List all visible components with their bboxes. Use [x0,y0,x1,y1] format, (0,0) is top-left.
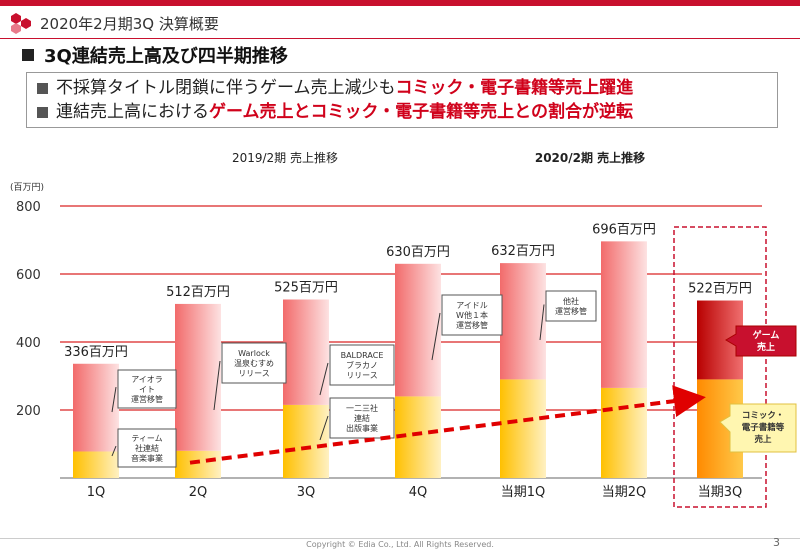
annotation-box [117,428,177,468]
annotation-text: 温泉むすめ [234,358,274,368]
total-label: 696百万円 [592,222,656,237]
header-divider [0,38,800,39]
annotation-text: 一二三社 [346,403,378,413]
bar-game-5 [500,263,546,380]
y-tick-label: 800 [16,200,41,215]
summary-line-1: 不採算タイトル閉鎖に伴うゲーム売上減少も コミック・電子書籍等売上躍進 [37,76,767,100]
annotation-text: アイドル [456,301,488,310]
bar-game-3 [283,299,329,405]
header: 2020年2月期3Q 決算概要 [10,10,219,36]
x-tick-label: 当期3Q [698,485,743,500]
total-label: 632百万円 [491,244,555,259]
bar-game-1 [73,363,119,452]
annotation-text: 出版事業 [346,423,378,433]
annotation-text: リリース [346,371,378,380]
annotation-box [117,369,177,409]
y-axis-label: (百万円) [10,182,44,193]
top-accent-bar [0,0,800,6]
x-tick-label: 4Q [409,485,428,500]
x-tick-label: 2Q [189,485,208,500]
summary-line-2-text: 連結売上高における [56,102,209,122]
legend-callout-game-text: ゲーム [753,329,780,341]
footer-copyright: Copyright © Edia Co., Ltd. All Rights Re… [306,540,494,549]
legend-callout-comic-text: コミック・ [742,410,784,421]
bar-comic-2 [175,450,221,478]
bar-comic-3 [283,404,329,478]
annotation-leader [431,312,441,361]
legend-callout-game-text: 売上 [757,341,775,353]
header-title: 2020年2月期3Q 決算概要 [40,14,219,33]
annotation-text: Warlock [238,349,270,358]
legend-callout-game: ゲーム売上 [725,325,797,357]
bar-game-4 [395,263,441,397]
y-tick-label: 600 [16,268,41,283]
annotation-text: ブラカノ [346,360,378,370]
square-bullet-icon [37,82,48,94]
legend-callout-comic: コミック・電子書籍等売上 [719,403,797,453]
section-title-text: 3Q連結売上高及び四半期推移 [44,46,288,67]
section-title: 3Q連結売上高及び四半期推移 [22,42,288,68]
annotation-text: イト [139,385,155,394]
annotation-text: 運営移管 [555,306,587,316]
x-tick-label: 当期1Q [501,485,546,500]
annotation-text: 社連結 [135,443,159,453]
annotation-leader [319,362,329,396]
annotation-text: ティーム [131,434,162,443]
bar-comic-5 [500,379,546,478]
bar-comic-6 [601,387,647,478]
summary-line-2: 連結売上高における ゲーム売上とコミック・電子書籍等売上との割合が逆転 [37,100,767,124]
total-label: 336百万円 [64,345,128,360]
x-tick-label: 1Q [87,485,106,500]
edia-logo-icon [11,13,31,34]
annotation-box [329,344,395,386]
annotation-text: W他１本 [456,310,488,320]
y-tick-label: 200 [16,404,41,419]
period-label: 2020/2期 売上推移 [535,150,645,165]
annotation-box [329,397,395,439]
annotation-leader [539,304,545,341]
annotation-leader [111,387,117,413]
annotation-leader [213,360,221,411]
summary-box: 不採算タイトル閉鎖に伴うゲーム売上減少も コミック・電子書籍等売上躍進 連結売上… [26,72,778,128]
section-bullet-icon [22,49,34,61]
total-label: 525百万円 [274,281,338,296]
annotation-leader [111,445,117,457]
current-quarter-highlight [673,226,767,508]
annotation-text: 他社 [563,296,579,306]
legend-callout-comic-text: 売上 [753,434,772,445]
annotation-box [441,294,503,336]
trend-arrow [189,385,706,465]
summary-line-1-text: 不採算タイトル閉鎖に伴うゲーム売上減少も [56,78,396,98]
annotation-text: アイオラ [131,375,163,384]
legend-callout-comic-text: 電子書籍等 [742,422,785,433]
bar-game-2 [175,303,221,451]
total-label: 522百万円 [688,282,752,297]
square-bullet-icon [37,106,48,118]
annotation-text: 連結 [354,413,370,423]
legend-callout-game-shape [725,325,797,357]
annotation-text: 運営移管 [131,394,163,404]
legend-callout-comic-shape [719,403,797,453]
annotation-text: BALDRACE [341,351,384,360]
total-label: 630百万円 [386,245,450,260]
x-tick-label: 当期2Q [602,485,647,500]
page-number: 3 [773,536,780,549]
bar-game-6 [601,241,647,388]
total-label: 512百万円 [166,285,230,300]
annotation-leader [319,415,329,441]
annotation-text: リリース [238,369,270,378]
annotation-text: 音楽事業 [131,453,163,463]
quarterly-sales-chart: (百万円) 200 400 600 800 2019/2期 売上推移 2020/2期 売上推… [10,150,797,508]
annotation-box [221,342,287,384]
period-label: 2019/2期 売上推移 [232,150,338,165]
bar-comic-1 [73,451,119,478]
footer-divider [0,538,800,539]
x-tick-label: 3Q [297,485,316,500]
summary-line-2-highlight: ゲーム売上とコミック・電子書籍等売上との割合が逆転 [209,102,633,122]
annotation-text: 運営移管 [456,320,488,330]
y-tick-label: 400 [16,336,41,351]
summary-line-1-highlight: コミック・電子書籍等売上躍進 [395,78,634,98]
annotation-box [545,290,597,322]
